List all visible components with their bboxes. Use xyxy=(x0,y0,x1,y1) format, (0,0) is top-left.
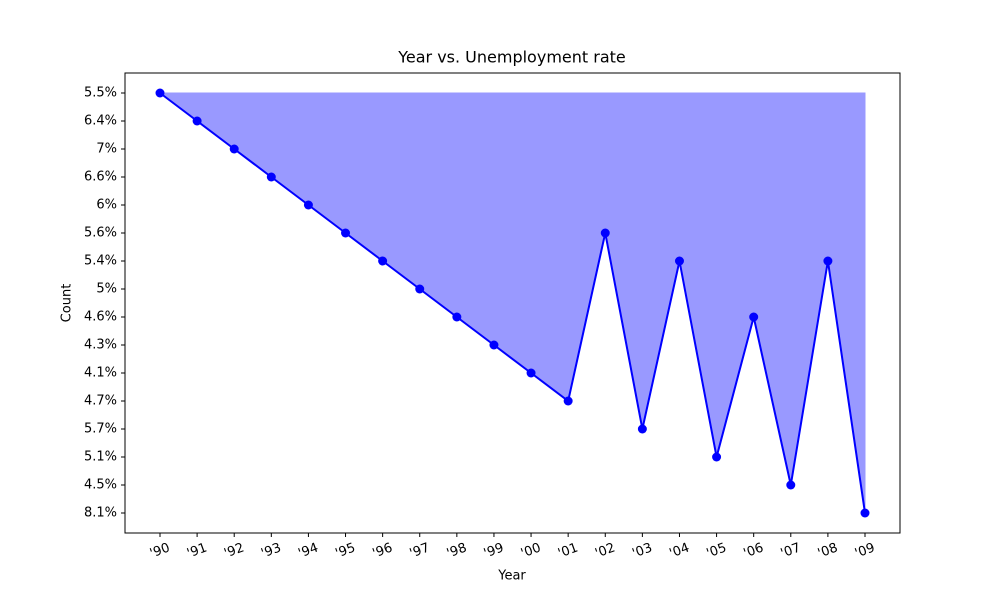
x-tick-label: '91 xyxy=(185,541,209,562)
y-tick-label: 4.7% xyxy=(84,394,117,409)
y-tick-label: 6% xyxy=(96,198,117,213)
x-tick-label: '05 xyxy=(705,541,729,562)
y-tick-label: 4.3% xyxy=(84,338,117,353)
x-tick-label: '92 xyxy=(222,541,246,562)
x-tick-label: '99 xyxy=(482,541,506,562)
x-tick-label: '93 xyxy=(259,541,283,562)
line xyxy=(159,92,866,514)
y-tick-label: 5% xyxy=(96,282,117,297)
x-tick-label: '02 xyxy=(593,541,617,562)
point xyxy=(489,340,499,350)
y-tick-label: 5.7% xyxy=(84,422,117,437)
plot-area xyxy=(155,88,870,518)
y-tick-label: 4.6% xyxy=(84,310,117,325)
x-tick-label: '98 xyxy=(445,541,469,562)
point xyxy=(786,480,796,490)
x-tick-label: '07 xyxy=(779,541,803,562)
axes-frame xyxy=(124,72,901,534)
point xyxy=(823,256,833,266)
x-tick-label: '96 xyxy=(371,541,395,562)
point xyxy=(303,200,313,210)
y-tick-label: 4.1% xyxy=(84,366,117,381)
x-tick-label: '95 xyxy=(334,541,358,562)
y-tick-label: 6.6% xyxy=(84,170,117,185)
x-tick-label: '01 xyxy=(556,541,580,562)
x-tick-label: '90 xyxy=(148,541,172,562)
point xyxy=(749,312,759,322)
point xyxy=(452,312,462,322)
y-tick-label: 4.5% xyxy=(84,478,117,493)
point xyxy=(563,396,573,406)
y-tick-label: 5.4% xyxy=(84,254,117,269)
y-tick-label: 5.1% xyxy=(84,450,117,465)
y-axis-label: Count xyxy=(60,284,75,323)
x-tick-label: '94 xyxy=(296,541,320,562)
point xyxy=(155,88,165,98)
point xyxy=(192,116,202,126)
y-tick-label: 6.4% xyxy=(84,114,117,129)
y-tick-label: 5.6% xyxy=(84,226,117,241)
point xyxy=(229,144,239,154)
point xyxy=(637,424,647,434)
y-tick-label: 5.5% xyxy=(84,86,117,101)
x-tick-label: '09 xyxy=(853,541,877,562)
x-tick-label: '06 xyxy=(742,541,766,562)
point xyxy=(600,228,610,238)
point xyxy=(266,172,276,182)
chart-title: Year vs. Unemployment rate xyxy=(397,48,626,67)
point xyxy=(712,452,722,462)
point xyxy=(674,256,684,266)
x-tick-label: '08 xyxy=(816,541,840,562)
x-tick-label: '00 xyxy=(519,541,543,562)
point xyxy=(341,228,351,238)
point xyxy=(378,256,388,266)
point xyxy=(860,508,870,518)
y-tick-label: 7% xyxy=(96,142,117,157)
area-fill xyxy=(158,92,866,514)
x-tick-label: '03 xyxy=(630,541,654,562)
x-tick-label: '97 xyxy=(408,541,432,562)
x-axis-label: Year xyxy=(497,569,526,584)
y-tick-label: 8.1% xyxy=(84,506,117,521)
point xyxy=(415,284,425,294)
x-tick-label: '04 xyxy=(667,541,691,562)
point xyxy=(526,368,536,378)
